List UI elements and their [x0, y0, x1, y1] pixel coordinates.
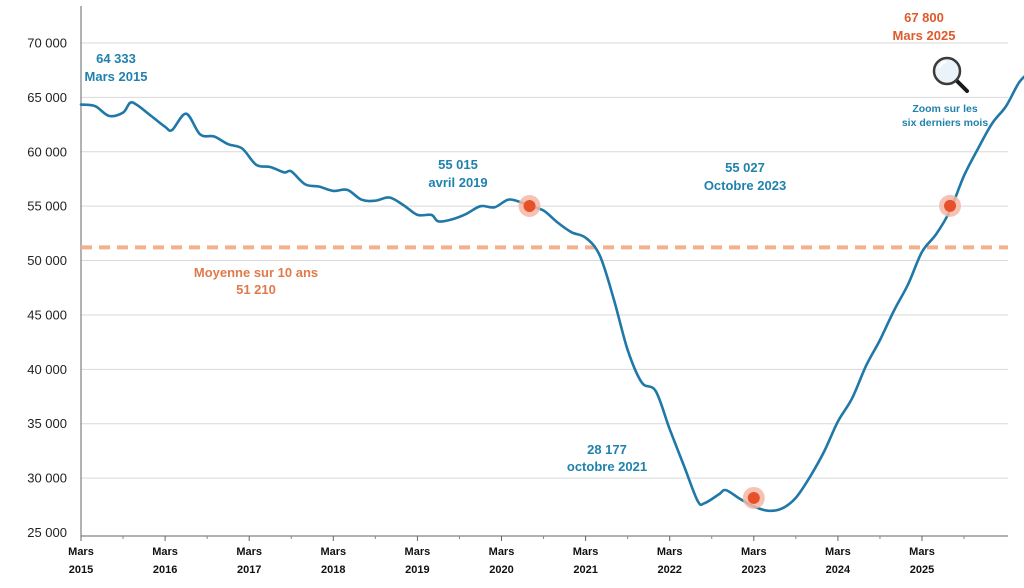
x-tick-label: 2022: [657, 564, 681, 576]
magnifier-glint: [938, 60, 947, 69]
y-tick-label: 25 000: [27, 525, 67, 540]
y-tick-label: 35 000: [27, 416, 67, 431]
zoom-note-line1: Zoom sur les: [912, 103, 978, 115]
x-tick-label: Mars: [657, 546, 683, 558]
magnifier-icon: [932, 56, 969, 93]
x-tick-label: Mars: [405, 546, 431, 558]
y-tick-label: 50 000: [27, 253, 67, 268]
x-axis: Mars 2015 Mars 2016 Mars 2017 Mars 2018 Mars 2019…: [68, 535, 1008, 576]
x-tick-label: Mars: [909, 546, 935, 558]
zoom-note-line2: six derniers mois: [902, 117, 989, 129]
annotation-date: Mars 2025: [893, 28, 956, 43]
y-tick-label: 30 000: [27, 471, 67, 486]
annotation-date: avril 2019: [428, 175, 487, 190]
x-tick-label: Mars: [573, 546, 599, 558]
average-line-group: Moyenne sur 10 ans 51 210: [81, 245, 1008, 297]
x-tick-label: 2015: [69, 564, 93, 576]
y-tick-label: 65 000: [27, 90, 67, 105]
x-tick-label: 2019: [405, 564, 429, 576]
y-tick-label: 45 000: [27, 307, 67, 322]
annotations: 64 333 Mars 2015 55 015 avril 2019 28 177 oct…: [85, 10, 962, 509]
y-axis: 25 000 30 000 35 000 40 000 45 000 50 000 55 0…: [27, 6, 82, 540]
series-line: [79, 75, 1024, 513]
series-group: [79, 75, 1024, 513]
annotation-value: 55 027: [725, 160, 765, 175]
average-value: 51 210: [236, 282, 276, 297]
x-tick-label: 2020: [489, 564, 513, 576]
x-tick-label: Mars: [741, 546, 767, 558]
y-tick-label: 40 000: [27, 362, 67, 377]
annotation-value: 64 333: [96, 51, 136, 66]
y-tick-label: 55 000: [27, 199, 67, 214]
magnifier-handle: [954, 78, 969, 93]
annotation-date: Octobre 2023: [704, 178, 786, 193]
x-tick-label: 2018: [321, 564, 345, 576]
y-tick-label: 60 000: [27, 144, 67, 159]
x-tick-label: 2024: [826, 564, 851, 576]
x-tick-label: Mars: [825, 546, 851, 558]
data-marker: [747, 491, 760, 504]
annotation-value: 28 177: [587, 442, 627, 457]
x-tick-label: 2021: [573, 564, 597, 576]
annotation-value: 55 015: [438, 157, 478, 172]
magnifier-lens: [932, 56, 962, 86]
x-tick-label: 2017: [237, 564, 261, 576]
x-tick-label: Mars: [320, 546, 346, 558]
data-marker: [523, 200, 536, 213]
annotation-date: Mars 2015: [85, 69, 148, 84]
x-tick-label: Mars: [68, 546, 94, 558]
average-label: Moyenne sur 10 ans: [194, 265, 318, 280]
x-tick-label: 2023: [742, 564, 766, 576]
x-tick-label: 2025: [910, 564, 934, 576]
x-tick-label: Mars: [489, 546, 515, 558]
y-tick-label: 70 000: [27, 36, 67, 51]
data-marker: [944, 199, 957, 212]
zoom-note: Zoom sur les six derniers mois: [902, 56, 989, 129]
annotation-date: octobre 2021: [567, 459, 647, 474]
x-tick-label: 2016: [153, 564, 177, 576]
x-tick-label: Mars: [236, 546, 262, 558]
annotation-value: 67 800: [904, 10, 944, 25]
x-tick-label: Mars: [152, 546, 178, 558]
gridlines: [81, 42, 1008, 479]
